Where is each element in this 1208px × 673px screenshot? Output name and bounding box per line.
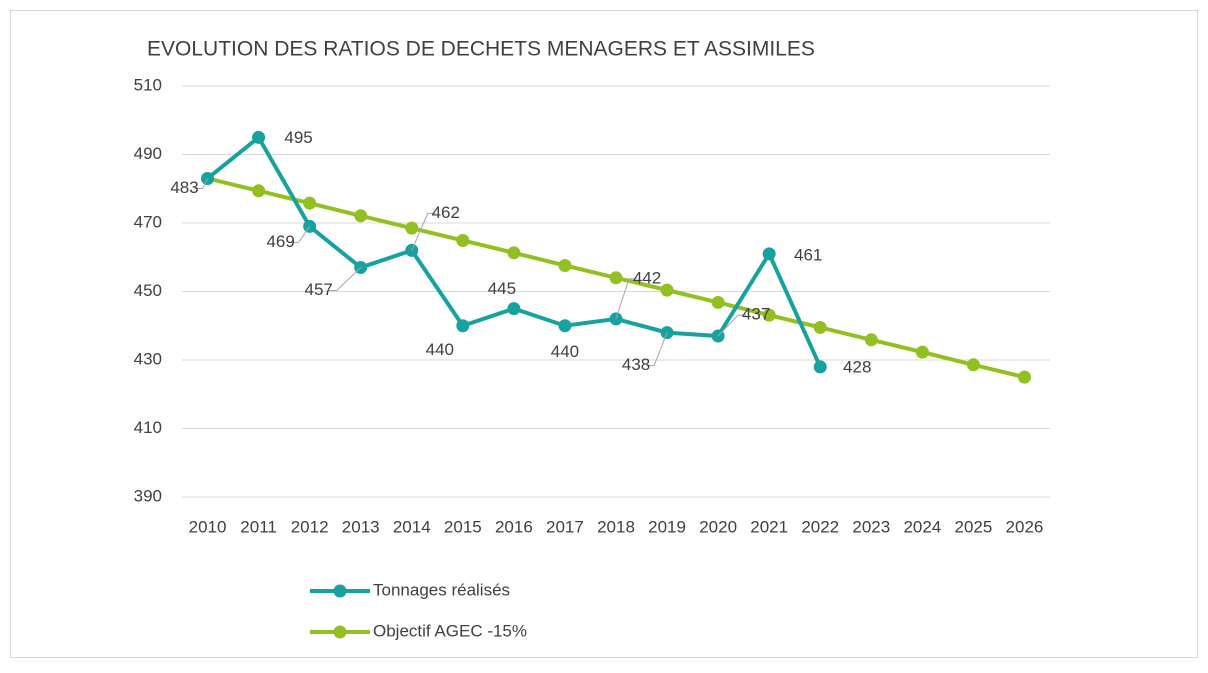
x-tick-label: 2022 — [801, 517, 839, 536]
leader-line — [328, 267, 362, 292]
data-label: 428 — [843, 357, 871, 376]
x-tick-label: 2012 — [291, 517, 329, 536]
point — [252, 130, 266, 144]
y-tick-label: 390 — [134, 486, 162, 505]
legend-label: Objectif AGEC -15% — [373, 621, 527, 640]
leader-line — [615, 278, 637, 320]
y-tick-label: 410 — [134, 418, 162, 437]
data-label: 442 — [633, 268, 661, 287]
legend-marker — [333, 584, 347, 598]
point — [405, 221, 419, 235]
x-tick-label: 2011 — [240, 517, 277, 536]
point — [252, 184, 266, 198]
legend-marker — [333, 625, 347, 639]
chart-border — [10, 10, 1198, 658]
data-label: 469 — [266, 232, 294, 251]
x-tick-label: 2026 — [1006, 517, 1044, 536]
x-tick-label: 2023 — [852, 517, 890, 536]
point — [558, 258, 572, 272]
point — [813, 360, 827, 374]
leader-line — [290, 226, 311, 243]
leader-line — [717, 314, 747, 337]
leader-line — [646, 332, 668, 367]
y-tick-label: 430 — [134, 349, 162, 368]
point — [507, 302, 521, 316]
legend-label: Tonnages réalisés — [373, 580, 510, 599]
point — [813, 320, 827, 334]
leader-line — [411, 212, 436, 251]
point — [966, 358, 980, 372]
point — [456, 233, 470, 247]
x-tick-label: 2015 — [444, 517, 482, 536]
x-tick-label: 2024 — [903, 517, 941, 536]
data-label: 440 — [426, 340, 454, 359]
point — [762, 247, 776, 261]
y-tick-label: 470 — [134, 212, 162, 231]
data-label: 483 — [170, 178, 198, 197]
x-tick-label: 2021 — [750, 517, 788, 536]
y-tick-label: 490 — [134, 144, 162, 163]
x-tick-label: 2016 — [495, 517, 533, 536]
data-label: 457 — [305, 280, 333, 299]
x-tick-label: 2013 — [342, 517, 380, 536]
x-tick-label: 2018 — [597, 517, 635, 536]
x-tick-label: 2019 — [648, 517, 686, 536]
chart-title: EVOLUTION DES RATIOS DE DECHETS MENAGERS… — [147, 38, 815, 61]
point — [1017, 370, 1031, 384]
point — [456, 319, 470, 333]
point — [507, 246, 521, 260]
data-label: 495 — [284, 128, 312, 147]
point — [609, 271, 623, 285]
data-label: 445 — [488, 279, 516, 298]
data-label: 440 — [551, 342, 579, 361]
point — [660, 283, 674, 297]
point — [762, 308, 776, 322]
x-tick-label: 2020 — [699, 517, 737, 536]
x-tick-label: 2017 — [546, 517, 584, 536]
y-tick-label: 450 — [134, 281, 162, 300]
point — [864, 333, 878, 347]
data-label: 462 — [432, 203, 460, 222]
x-tick-label: 2025 — [954, 517, 992, 536]
point — [354, 209, 368, 223]
leader-line — [194, 178, 208, 189]
y-tick-label: 510 — [134, 75, 162, 94]
data-label: 461 — [794, 245, 822, 264]
point — [303, 196, 317, 210]
data-label: 437 — [742, 305, 770, 324]
x-tick-label: 2010 — [189, 517, 227, 536]
point — [915, 345, 929, 359]
data-label: 438 — [622, 355, 650, 374]
point — [558, 319, 572, 333]
point — [711, 295, 725, 309]
x-tick-label: 2014 — [393, 517, 431, 536]
